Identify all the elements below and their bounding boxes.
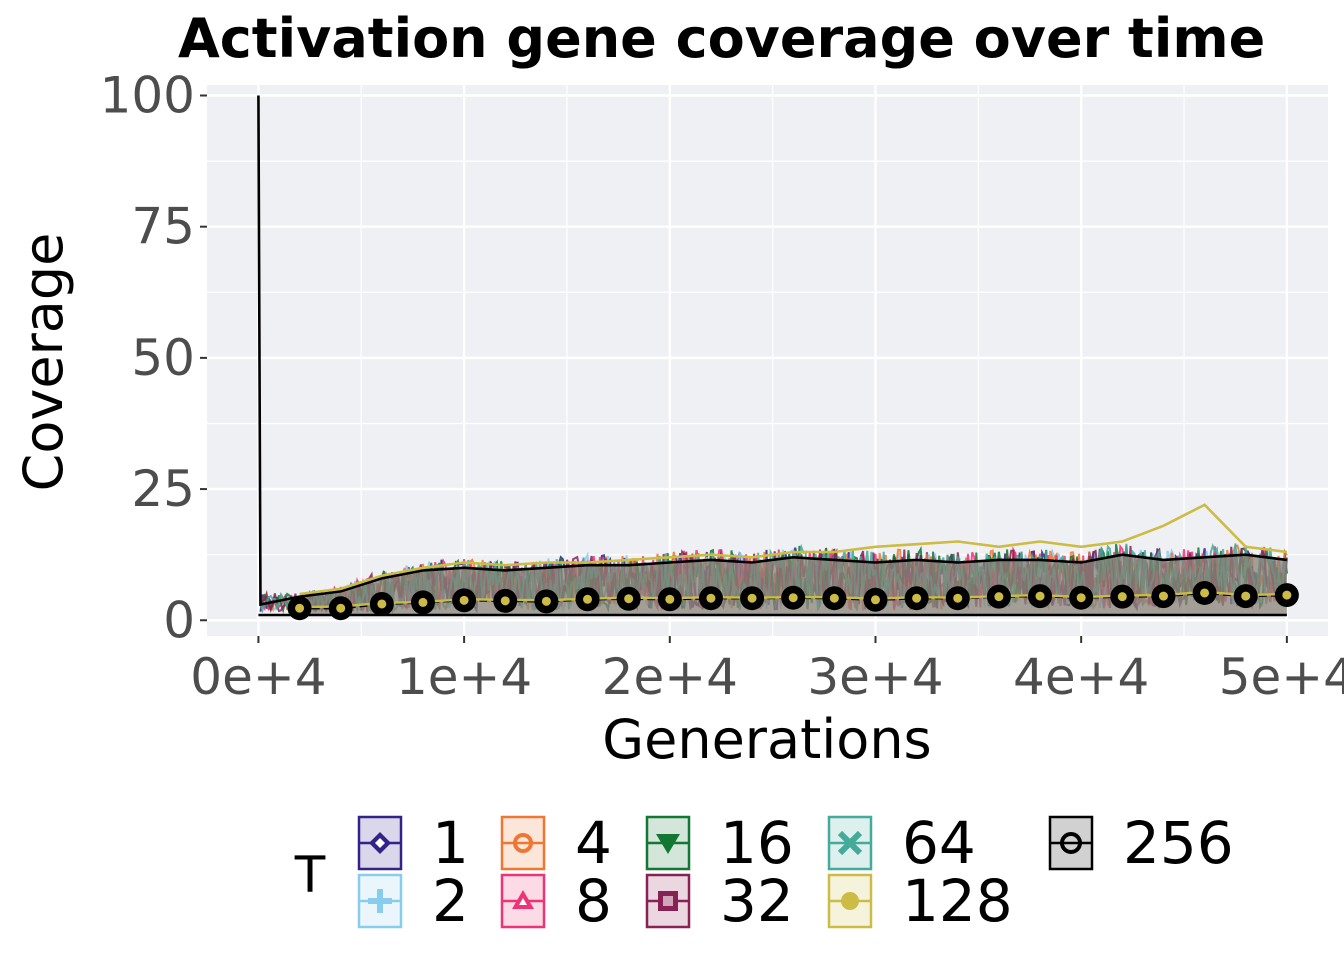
point-256-center bbox=[459, 595, 469, 605]
legend-title: T bbox=[294, 846, 326, 904]
legend-item-16: 16 bbox=[645, 809, 794, 877]
point-256-center bbox=[418, 597, 428, 607]
series-upper-128 bbox=[299, 503, 1288, 596]
y-tick-label: 100 bbox=[100, 66, 195, 124]
y-tick-label: 75 bbox=[131, 198, 195, 256]
point-256-center bbox=[829, 593, 839, 603]
legend-label: 32 bbox=[720, 867, 794, 935]
point-256-center bbox=[706, 593, 716, 603]
legend-label: 256 bbox=[1123, 809, 1234, 877]
point-256-center bbox=[336, 603, 346, 613]
x-tick-label: 3e+4 bbox=[807, 648, 943, 706]
point-256-center bbox=[1282, 590, 1292, 600]
point-256-center bbox=[1035, 591, 1045, 601]
legend-marker-center bbox=[375, 838, 385, 848]
point-256-center bbox=[994, 592, 1004, 602]
y-tick-label: 50 bbox=[131, 329, 195, 387]
plot-panel bbox=[207, 85, 1328, 636]
point-256-center bbox=[295, 603, 305, 613]
point-256-center bbox=[788, 593, 798, 603]
legend-label: 4 bbox=[575, 809, 612, 877]
legend-marker-circle-open bbox=[513, 833, 533, 853]
legend-label: 2 bbox=[432, 867, 469, 935]
y-tick-label: 0 bbox=[163, 591, 195, 649]
legend-item-64: 64 bbox=[827, 809, 976, 877]
point-256-center bbox=[624, 594, 634, 604]
legend-item-128: 128 bbox=[827, 867, 1013, 935]
point-256-center bbox=[583, 594, 593, 604]
x-tick-label: 2e+4 bbox=[602, 648, 738, 706]
point-256-center bbox=[1200, 588, 1210, 598]
y-tick-label: 25 bbox=[131, 460, 195, 518]
legend-label: 16 bbox=[720, 809, 794, 877]
point-256-center bbox=[1076, 593, 1086, 603]
legend-item-1: 1 bbox=[357, 809, 469, 877]
point-256-center bbox=[747, 593, 757, 603]
series-upper-256 bbox=[257, 95, 1288, 607]
legend-item-8: 8 bbox=[500, 867, 612, 935]
x-tick-label: 0e+4 bbox=[190, 648, 326, 706]
point-256-center bbox=[870, 595, 880, 605]
legend-item-32: 32 bbox=[645, 867, 794, 935]
point-256-center bbox=[541, 596, 551, 606]
series-markers bbox=[287, 580, 1299, 621]
x-tick-label: 4e+4 bbox=[1013, 648, 1149, 706]
legend-marker-plus bbox=[368, 889, 392, 913]
legend-marker-circle-bold bbox=[1060, 832, 1082, 854]
point-256-center bbox=[1158, 591, 1168, 601]
legend-marker-circle bbox=[841, 892, 859, 910]
legend-item-256: 256 bbox=[1048, 809, 1234, 877]
point-256-center bbox=[912, 593, 922, 603]
x-tick-label: 1e+4 bbox=[396, 648, 532, 706]
legend-item-4: 4 bbox=[500, 809, 612, 877]
y-axis-label: Coverage bbox=[12, 233, 75, 492]
legend-marker-center bbox=[519, 898, 527, 905]
legend-marker-center bbox=[663, 896, 673, 906]
legend-label: 1 bbox=[432, 809, 469, 877]
legend-item-2: 2 bbox=[357, 867, 469, 935]
point-256-center bbox=[377, 599, 387, 609]
legend-marker-x bbox=[837, 830, 863, 856]
x-tick-label: 5e+4 bbox=[1219, 648, 1344, 706]
point-256-center bbox=[665, 594, 675, 604]
point-256-center bbox=[500, 596, 510, 606]
point-256-center bbox=[1241, 591, 1251, 601]
legend-label: 64 bbox=[902, 809, 976, 877]
point-256-center bbox=[953, 593, 963, 603]
x-axis-label: Generations bbox=[602, 708, 931, 771]
point-256-center bbox=[1117, 592, 1127, 602]
chart-title: Activation gene coverage over time bbox=[178, 7, 1265, 70]
legend-label: 128 bbox=[902, 867, 1013, 935]
legend-marker-triangle-down bbox=[656, 834, 680, 854]
axes: 0 25 50 75 100 0e+4 1e+4 2e+4 3e+4 4e+4 5e+4 bbox=[100, 66, 1344, 706]
legend-label: 8 bbox=[575, 867, 612, 935]
